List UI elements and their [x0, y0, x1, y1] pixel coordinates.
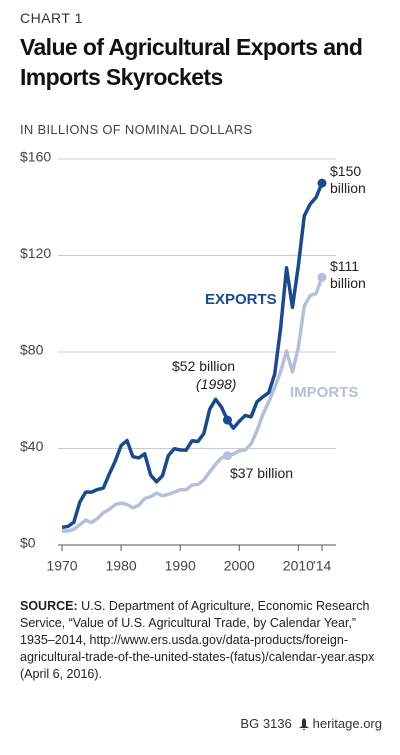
point-marker [222, 415, 232, 425]
footer: BG 3136 heritage.org [240, 716, 382, 731]
y-tick-label: $40 [20, 438, 44, 454]
annotation: $37 billion [230, 465, 294, 481]
x-tick-label: 2000 [224, 558, 255, 574]
annotation: (1998) [196, 376, 237, 392]
annotation: $150 billion [330, 163, 366, 196]
chart-kicker: CHART 1 [20, 10, 83, 26]
site: heritage.org [312, 716, 382, 731]
point-marker [317, 272, 327, 282]
x-tick-label: 1970 [46, 558, 77, 574]
y-tick-label: $120 [20, 245, 51, 261]
x-tick-label: 1990 [165, 558, 196, 574]
series-label: IMPORTS [290, 384, 358, 401]
y-tick-label: $80 [20, 342, 44, 358]
source: SOURCE: U.S. Department of Agriculture, … [20, 598, 382, 683]
annotation: $111 billion [330, 258, 366, 291]
source-label: SOURCE: [20, 599, 78, 613]
annotation: $52 billion [172, 358, 236, 374]
series-line [61, 182, 324, 530]
source-text: U.S. Department of Agriculture, Economic… [20, 599, 375, 681]
report-id: BG 3136 [240, 716, 292, 731]
chart-title: Value of Agricultural Exports and Import… [20, 34, 363, 90]
axis-label: IN BILLIONS OF NOMINAL DOLLARS [20, 122, 253, 137]
bell-icon [298, 718, 309, 730]
x-tick-label: 2010 [283, 558, 314, 574]
point-marker [222, 451, 232, 461]
x-tick-label: ’14 [313, 558, 332, 574]
series-line [62, 276, 324, 533]
y-tick-label: $0 [20, 535, 36, 551]
x-tick-label: 1980 [106, 558, 137, 574]
point-marker [317, 178, 327, 188]
y-tick-label: $160 [20, 149, 51, 165]
series-label: EXPORTS [205, 291, 277, 308]
